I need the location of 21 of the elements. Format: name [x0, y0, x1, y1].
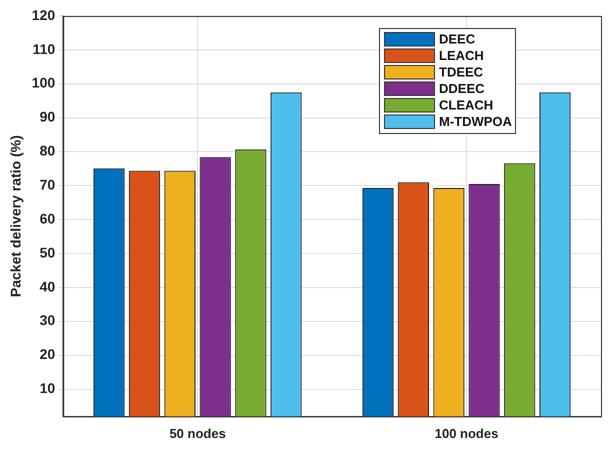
- legend-label: DEEC: [439, 31, 476, 46]
- y-axis-title: Packet delivery ratio (%): [7, 135, 24, 298]
- x-tick-label: 100 nodes: [434, 426, 498, 441]
- y-tick-label: 80: [40, 142, 56, 159]
- legend-label: TDEEC: [439, 64, 484, 80]
- legend-label: M-TDWPOA: [439, 114, 513, 129]
- y-tick-label: 120: [32, 6, 56, 23]
- x-tick-label: 50 nodes: [169, 426, 226, 441]
- y-tick-label: 90: [40, 108, 56, 125]
- legend-label: DDEEC: [439, 80, 486, 96]
- legend-label: LEACH: [439, 48, 484, 63]
- y-tick-label: 40: [40, 278, 56, 294]
- y-tick-label: 110: [32, 40, 56, 57]
- y-tick-label: 10: [40, 380, 56, 396]
- y-tick-label: 50: [40, 244, 56, 260]
- y-tick-label: 100: [32, 74, 56, 91]
- legend-label: CLEACH: [439, 97, 494, 112]
- y-tick-label: 20: [40, 346, 56, 362]
- y-tick-label: 70: [40, 176, 56, 193]
- y-tick-label: 60: [40, 210, 56, 226]
- y-tick-label: 30: [40, 312, 56, 328]
